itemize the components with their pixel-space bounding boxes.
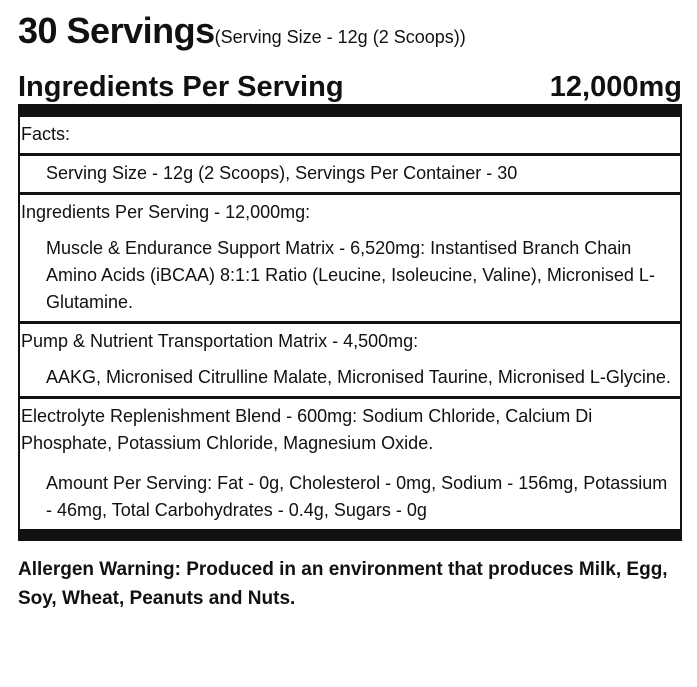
muscle-endurance-matrix: Muscle & Endurance Support Matrix - 6,52…: [46, 238, 655, 312]
divider: [20, 321, 680, 324]
servings-title: 30 Servings: [18, 10, 215, 51]
amount-per-serving: Amount Per Serving: Fat - 0g, Cholestero…: [46, 473, 668, 520]
pump-matrix-heading: Pump & Nutrient Transportation Matrix - …: [21, 331, 419, 351]
electrolyte-blend: Electrolyte Replenishment Blend - 600mg:…: [21, 406, 593, 453]
ingredients-header-label: Ingredients Per Serving: [18, 71, 344, 103]
divider: [20, 192, 680, 195]
title-row: 30 Servings (Serving Size - 12g (2 Scoop…: [18, 10, 682, 54]
facts-label: Facts:: [21, 124, 71, 144]
allergen-warning: Allergen Warning: Produced in an environ…: [18, 559, 668, 609]
ingredients-header: Ingredients Per Serving 12,000mg: [18, 54, 682, 104]
bottom-divider-bar: [18, 529, 682, 541]
serving-info: Serving Size - 12g (2 Scoops), Servings …: [46, 163, 518, 183]
serving-size-subtitle: (Serving Size - 12g (2 Scoops)): [214, 27, 466, 47]
top-divider-bar: [18, 104, 682, 117]
supplement-facts-panel: 30 Servings (Serving Size - 12g (2 Scoop…: [18, 10, 682, 613]
pump-matrix-ingredients: AAKG, Micronised Citrulline Malate, Micr…: [46, 367, 671, 387]
divider: [20, 153, 680, 156]
divider: [20, 396, 680, 399]
facts-table: Facts: Serving Size - 12g (2 Scoops), Se…: [18, 117, 682, 529]
ingredients-header-amount: 12,000mg: [549, 71, 682, 103]
ingredients-heading: Ingredients Per Serving - 12,000mg:: [21, 202, 311, 222]
